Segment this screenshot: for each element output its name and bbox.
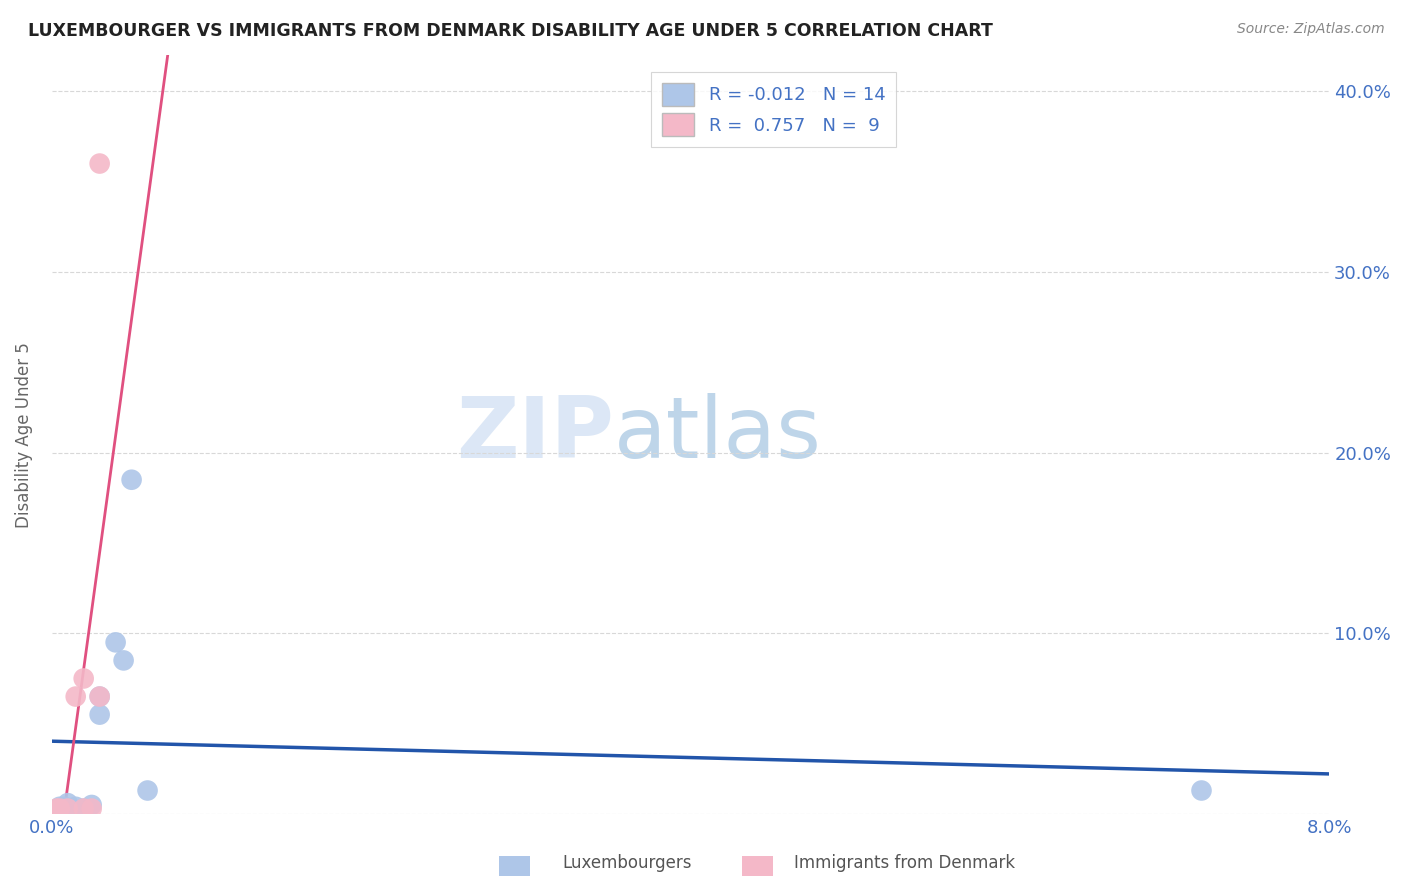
Point bbox=[73, 801, 96, 815]
Text: Luxembourgers: Luxembourgers bbox=[562, 855, 692, 872]
Point bbox=[80, 797, 103, 812]
Text: atlas: atlas bbox=[614, 393, 823, 476]
Point bbox=[48, 799, 70, 814]
Point bbox=[56, 796, 79, 810]
Point bbox=[53, 799, 76, 814]
Y-axis label: Disability Age Under 5: Disability Age Under 5 bbox=[15, 342, 32, 527]
Point bbox=[56, 801, 79, 815]
Point bbox=[65, 799, 87, 814]
Text: LUXEMBOURGER VS IMMIGRANTS FROM DENMARK DISABILITY AGE UNDER 5 CORRELATION CHART: LUXEMBOURGER VS IMMIGRANTS FROM DENMARK … bbox=[28, 22, 993, 40]
Point bbox=[89, 690, 111, 704]
Text: Immigrants from Denmark: Immigrants from Denmark bbox=[794, 855, 1015, 872]
Legend: R = -0.012   N = 14, R =  0.757   N =  9: R = -0.012 N = 14, R = 0.757 N = 9 bbox=[651, 71, 896, 147]
Point bbox=[112, 653, 135, 667]
Point bbox=[65, 690, 87, 704]
Point bbox=[89, 690, 111, 704]
Point bbox=[136, 783, 159, 797]
Point bbox=[121, 473, 143, 487]
Point bbox=[80, 801, 103, 815]
Text: ZIP: ZIP bbox=[456, 393, 614, 476]
Point bbox=[104, 635, 127, 649]
Point bbox=[89, 156, 111, 170]
Text: Source: ZipAtlas.com: Source: ZipAtlas.com bbox=[1237, 22, 1385, 37]
Point bbox=[56, 801, 79, 815]
Point bbox=[73, 801, 96, 815]
Point bbox=[45, 801, 67, 815]
Point bbox=[1191, 783, 1213, 797]
Point bbox=[89, 707, 111, 722]
Point bbox=[73, 672, 96, 686]
Point bbox=[48, 801, 70, 815]
